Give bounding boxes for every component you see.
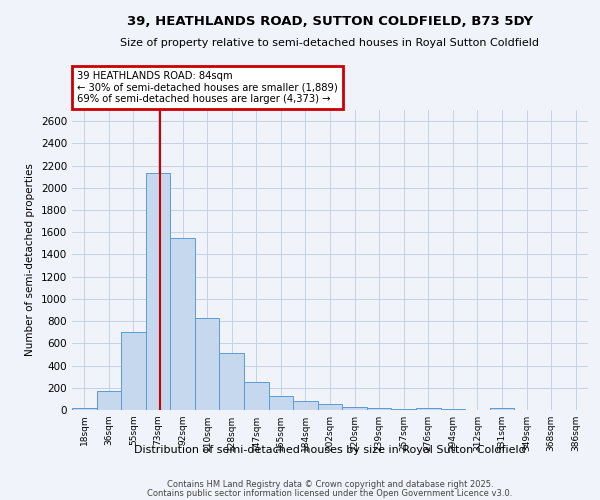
Bar	[244, 382, 269, 410]
Bar	[367, 408, 391, 410]
Bar	[97, 390, 121, 410]
Text: Contains HM Land Registry data © Crown copyright and database right 2025.: Contains HM Land Registry data © Crown c…	[167, 480, 493, 489]
Bar	[416, 408, 440, 410]
Bar	[220, 354, 244, 410]
Text: Size of property relative to semi-detached houses in Royal Sutton Coldfield: Size of property relative to semi-detach…	[121, 38, 539, 48]
Bar	[318, 404, 342, 410]
Text: 39 HEATHLANDS ROAD: 84sqm
← 30% of semi-detached houses are smaller (1,889)
69% : 39 HEATHLANDS ROAD: 84sqm ← 30% of semi-…	[77, 71, 338, 104]
Text: 39, HEATHLANDS ROAD, SUTTON COLDFIELD, B73 5DY: 39, HEATHLANDS ROAD, SUTTON COLDFIELD, B…	[127, 15, 533, 28]
Bar	[170, 238, 195, 410]
Bar	[269, 396, 293, 410]
Text: Contains public sector information licensed under the Open Government Licence v3: Contains public sector information licen…	[148, 489, 512, 498]
Bar	[293, 401, 318, 410]
Bar	[146, 174, 170, 410]
Y-axis label: Number of semi-detached properties: Number of semi-detached properties	[25, 164, 35, 356]
Bar	[195, 318, 220, 410]
Bar	[121, 332, 146, 410]
Text: Distribution of semi-detached houses by size in Royal Sutton Coldfield: Distribution of semi-detached houses by …	[134, 445, 526, 455]
Bar	[72, 408, 97, 410]
Bar	[490, 408, 514, 410]
Bar	[342, 407, 367, 410]
